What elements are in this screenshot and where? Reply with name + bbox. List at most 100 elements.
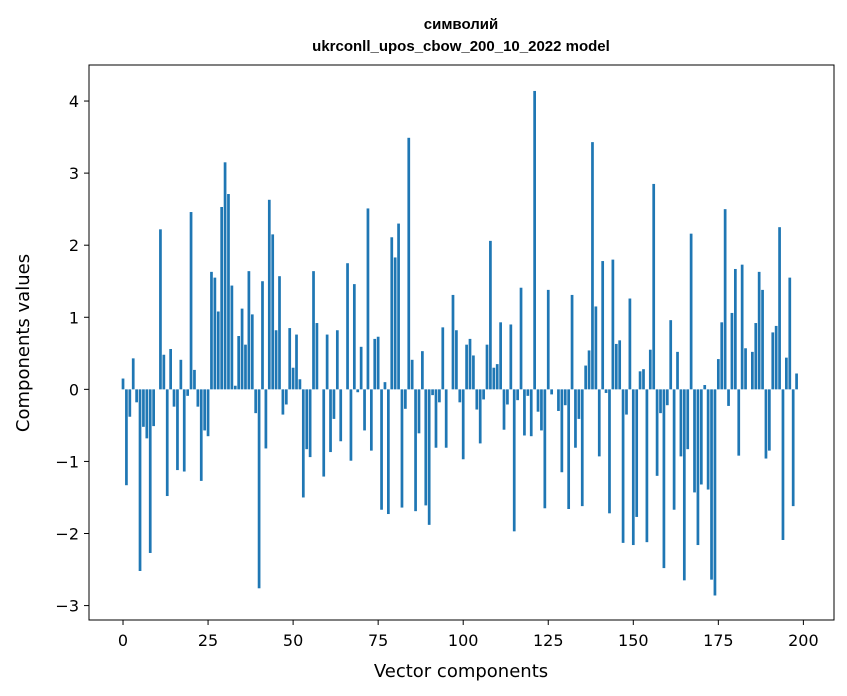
- bar-195: [785, 357, 788, 390]
- bar-182: [740, 264, 744, 390]
- bar-91: [431, 389, 434, 396]
- bar-133: [574, 389, 577, 448]
- bar-42: [264, 389, 268, 449]
- bar-57: [315, 323, 319, 390]
- bar-4: [135, 389, 138, 403]
- bar-167: [689, 233, 693, 390]
- bar-193: [778, 227, 781, 390]
- bar-161: [669, 320, 673, 390]
- plot-frame: [88, 64, 835, 621]
- bar-12: [162, 354, 166, 390]
- y-tick-label-2: −1: [55, 452, 79, 471]
- bar-62: [332, 389, 336, 419]
- bar-106: [482, 389, 485, 400]
- bar-0: [121, 378, 125, 390]
- bar-108: [489, 240, 492, 390]
- bar-139: [594, 306, 598, 390]
- bar-85: [410, 359, 414, 390]
- bar-185: [751, 351, 754, 390]
- bar-33: [233, 385, 237, 390]
- y-tick-label-3: 0: [69, 380, 79, 399]
- bar-118: [523, 389, 526, 436]
- bar-35: [240, 308, 244, 390]
- bar-19: [186, 389, 190, 396]
- bar-83: [404, 389, 407, 409]
- bar-99: [458, 389, 462, 403]
- bar-95: [444, 389, 448, 448]
- bar-163: [676, 351, 679, 390]
- bar-137: [587, 350, 591, 390]
- bar-59: [322, 389, 326, 477]
- bar-75: [376, 336, 380, 390]
- bar-32: [230, 285, 234, 390]
- y-tick-label-1: −2: [55, 525, 79, 544]
- bar-86: [414, 389, 417, 512]
- bar-190: [768, 389, 771, 451]
- y-axis-label: Components values: [13, 254, 34, 432]
- bar-173: [710, 389, 713, 580]
- bar-168: [693, 389, 696, 493]
- bar-102: [468, 338, 472, 390]
- bar-172: [706, 389, 710, 490]
- bar-107: [485, 344, 489, 390]
- bar-114: [509, 324, 513, 390]
- bar-7: [145, 389, 149, 439]
- bar-160: [665, 389, 669, 406]
- y-axis-ticks: −3 −2 −1 0 1 2 3 4: [55, 92, 89, 616]
- bar-198: [795, 373, 798, 390]
- bar-136: [584, 365, 588, 390]
- bar-164: [679, 389, 683, 457]
- bar-113: [506, 389, 509, 405]
- bar-39: [254, 389, 258, 414]
- bar-66: [346, 263, 349, 390]
- bar-196: [788, 277, 792, 390]
- bar-92: [434, 389, 438, 448]
- bar-36: [244, 344, 247, 390]
- bar-111: [499, 322, 502, 390]
- bar-112: [502, 389, 506, 430]
- bar-143: [608, 389, 611, 514]
- bar-21: [193, 369, 196, 390]
- bar-23: [199, 389, 203, 481]
- bar-180: [733, 268, 737, 390]
- bar-20: [189, 212, 193, 390]
- bar-147: [621, 389, 625, 543]
- bar-132: [570, 294, 574, 390]
- bar-97: [451, 294, 455, 390]
- bar-149: [628, 298, 632, 390]
- bar-53: [301, 389, 305, 498]
- bar-162: [672, 389, 676, 510]
- bar-100: [461, 389, 465, 460]
- bar-69: [356, 389, 360, 393]
- bar-45: [274, 330, 278, 390]
- bar-52: [298, 379, 302, 390]
- bar-145: [614, 343, 618, 390]
- bar-135: [580, 389, 584, 507]
- bar-140: [597, 389, 601, 457]
- bar-105: [478, 389, 482, 444]
- bar-72: [366, 208, 370, 390]
- bar-48: [284, 389, 288, 405]
- bar-189: [764, 389, 768, 459]
- x-axis-label: Vector components: [374, 661, 548, 682]
- x-tick-label-0: 0: [118, 631, 128, 650]
- bar-188: [761, 289, 764, 390]
- bar-14: [169, 348, 172, 390]
- bar-159: [662, 389, 666, 569]
- x-axis-ticks: 0 25 50 75 100 125 150 175 200: [118, 620, 819, 650]
- bar-27: [213, 277, 217, 390]
- bar-2: [128, 389, 132, 417]
- bar-90: [427, 389, 431, 525]
- bar-68: [352, 284, 356, 390]
- x-tick-label-4: 100: [448, 631, 479, 650]
- bars-group: [121, 90, 802, 596]
- bar-44: [271, 234, 275, 390]
- bar-18: [182, 389, 186, 472]
- bar-25: [206, 389, 210, 437]
- bar-144: [611, 259, 615, 390]
- bar-134: [577, 389, 581, 419]
- bar-158: [659, 389, 662, 414]
- bar-46: [278, 276, 281, 390]
